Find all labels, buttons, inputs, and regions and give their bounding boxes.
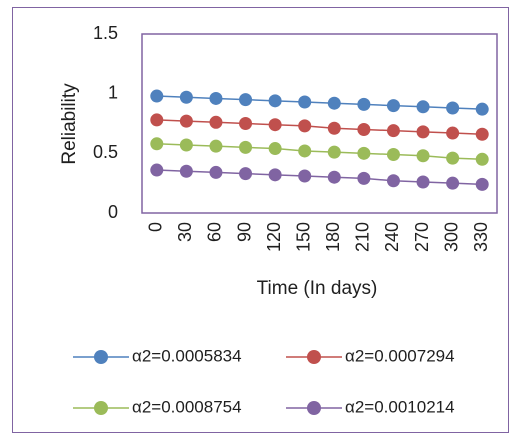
legend-item: α2=0.0008754 (73, 397, 242, 416)
x-tick-label: 240 (382, 222, 402, 252)
y-tick-label: 1.5 (93, 23, 118, 43)
data-point (475, 177, 489, 191)
data-point (416, 100, 430, 114)
data-point (239, 117, 253, 130)
x-axis-tick-labels: 0 30 60 90 120 150 180 210 240 270 300 330 (146, 222, 491, 252)
data-point (446, 151, 460, 165)
data-point (150, 163, 164, 177)
data-point (446, 176, 460, 190)
data-point (416, 125, 430, 139)
legend-marker (307, 401, 321, 415)
series-layer (150, 89, 489, 191)
data-point (386, 174, 400, 188)
series-line (156, 119, 483, 135)
data-point (327, 121, 341, 135)
data-point (386, 148, 400, 162)
data-point (179, 138, 193, 152)
x-tick-label: 300 (441, 222, 461, 252)
x-tick-label: 210 (353, 222, 373, 252)
series-3 (150, 137, 489, 166)
data-point (268, 142, 282, 156)
legend-item: α2=0.0005834 (73, 346, 242, 365)
legend-label: α2=0.0007294 (345, 346, 455, 365)
data-point (298, 144, 312, 158)
data-point (475, 152, 489, 166)
legend-marker (94, 401, 108, 415)
x-tick-label: 150 (293, 222, 313, 252)
data-point (327, 145, 341, 159)
series-line (156, 143, 483, 161)
data-point (209, 165, 223, 179)
series-1 (150, 89, 489, 116)
legend-item: α2=0.0010214 (286, 397, 455, 416)
data-point (268, 94, 282, 108)
data-point (416, 175, 430, 189)
x-tick-label: 330 (471, 222, 491, 252)
data-point (357, 146, 371, 160)
y-axis-tick-labels: 0 0.5 1 1.5 (93, 23, 118, 222)
data-point (239, 140, 253, 154)
data-point (446, 126, 460, 140)
legend-label: α2=0.0005834 (132, 346, 242, 365)
data-point (150, 89, 164, 103)
x-tick-label: 30 (175, 222, 195, 242)
legend-marker (94, 350, 108, 364)
series-line (156, 169, 483, 186)
legend-item: α2=0.0007294 (286, 346, 455, 365)
series-2 (150, 113, 489, 141)
chart-frame (12, 7, 509, 433)
data-point (475, 127, 489, 141)
x-axis-label: Time (In days) (257, 278, 378, 299)
y-tick-label: 0 (108, 202, 118, 222)
data-point (446, 101, 460, 115)
data-point (150, 137, 164, 151)
data-point (150, 113, 164, 127)
data-point (386, 99, 400, 113)
data-point (357, 171, 371, 185)
data-point (357, 122, 371, 136)
data-point (179, 114, 193, 128)
data-point (179, 164, 193, 178)
y-axis-label: Reliability (59, 83, 80, 165)
series-line (156, 95, 483, 110)
data-point (209, 115, 223, 129)
data-point (416, 149, 430, 163)
data-point (268, 168, 282, 182)
series-4 (150, 163, 489, 191)
x-tick-label: 120 (264, 222, 284, 252)
legend-label: α2=0.0010214 (345, 397, 455, 416)
legend: α2=0.0005834 α2=0.0007294 α2=0.0008754 α2=0… (73, 346, 455, 416)
y-tick-label: 1 (108, 82, 118, 102)
x-tick-label: 0 (146, 222, 166, 232)
data-point (298, 119, 312, 133)
data-point (357, 97, 371, 111)
data-point (239, 167, 253, 181)
data-point (298, 95, 312, 109)
x-tick-label: 270 (412, 222, 432, 252)
data-point (327, 170, 341, 184)
x-tick-label: 180 (323, 222, 343, 252)
data-point (239, 93, 253, 107)
x-tick-label: 90 (234, 222, 254, 242)
y-tick-label: 0.5 (93, 142, 118, 162)
data-point (209, 91, 223, 105)
data-point (179, 90, 193, 104)
legend-label: α2=0.0008754 (132, 397, 242, 416)
data-point (475, 102, 489, 116)
data-point (327, 96, 341, 110)
x-tick-label: 60 (205, 222, 225, 242)
data-point (209, 139, 223, 153)
data-point (268, 118, 282, 132)
legend-marker (307, 350, 321, 364)
plot-area-border (141, 33, 498, 214)
data-point (298, 169, 312, 183)
data-point (386, 124, 400, 138)
